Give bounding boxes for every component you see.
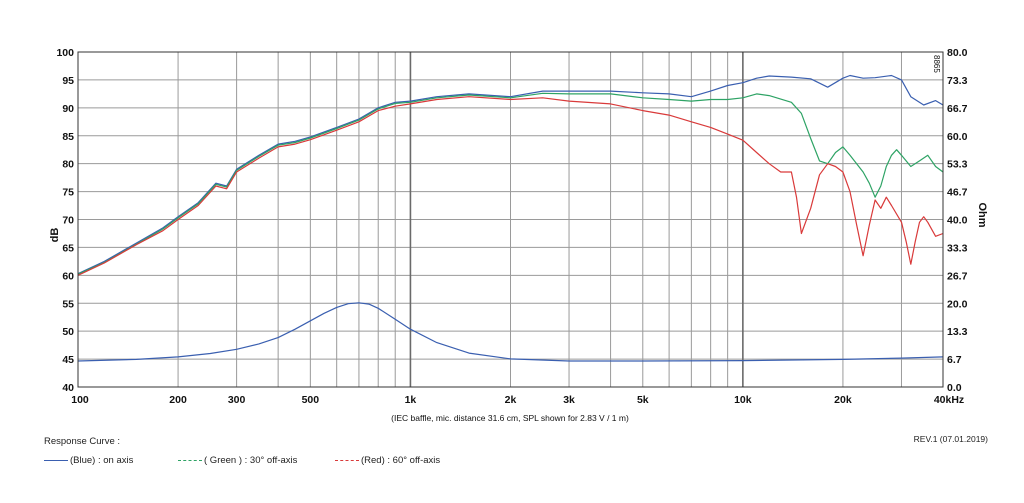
legend-label-green: ( Green ) : 30° off-axis	[204, 455, 298, 466]
x-tick-label: 3k	[563, 394, 575, 406]
legend-item-blue: (Blue) : on axis	[44, 455, 133, 466]
y-tick-label-right: 80.0	[947, 47, 968, 59]
x-tick-label: 2k	[505, 394, 517, 406]
corner-mark: 8865	[932, 55, 941, 73]
legend-label-red: (Red) : 60° off-axis	[361, 455, 441, 466]
series-line-3	[77, 302, 944, 362]
revision-label: REV.1 (07.01.2019)	[913, 434, 988, 444]
legend-swatch-blue	[44, 460, 68, 461]
legend-label-blue: (Blue) : on axis	[70, 455, 134, 466]
curves	[77, 74, 944, 362]
y-tick-label-right: 46.7	[947, 187, 968, 199]
y-tick-label-left: 100	[56, 47, 74, 59]
x-tick-label: 1k	[405, 394, 417, 406]
y-tick-label-left: 45	[62, 354, 74, 366]
x-tick-label: 10k	[734, 394, 752, 406]
y-tick-label-right: 53.3	[947, 159, 968, 171]
y-tick-label-right: 0.0	[947, 382, 962, 394]
y-tick-label-right: 6.7	[947, 354, 962, 366]
grid	[78, 52, 943, 387]
y-tick-label-left: 70	[62, 215, 74, 227]
plot-frame	[77, 51, 944, 388]
legend-item-green: ( Green ) : 30° off-axis	[178, 455, 297, 466]
y-tick-label-left: 85	[62, 131, 74, 143]
legend-swatch-red	[335, 460, 359, 461]
x-tick-label: 5k	[637, 394, 649, 406]
series-line-2	[77, 96, 944, 276]
x-tick-label: 40kHz	[934, 394, 964, 406]
y-tick-label-left: 95	[62, 75, 74, 87]
measurement-caption: (IEC baffle, mic. distance 31.6 cm, SPL …	[391, 413, 629, 423]
series-line-1	[77, 92, 944, 275]
y-tick-label-left: 55	[62, 298, 74, 310]
y-tick-label-right: 33.3	[947, 242, 968, 254]
y-tick-label-right: 73.3	[947, 75, 968, 87]
x-tick-label: 200	[169, 394, 187, 406]
x-tick-label: 300	[228, 394, 246, 406]
y-tick-label-left: 90	[62, 103, 74, 115]
y-tick-label-right: 40.0	[947, 215, 968, 227]
y-tick-label-left: 50	[62, 326, 74, 338]
x-tick-label: 100	[71, 394, 89, 406]
y-axis-label-left: dB	[49, 228, 61, 243]
ticks: 40 45 50 55 60 65 70 75 80 85 90 95 100 0.0 6.7 13.3 20.…	[56, 47, 967, 406]
y-tick-label-right: 13.3	[947, 326, 968, 338]
y-tick-label-right: 26.7	[947, 270, 968, 282]
x-tick-label: 500	[302, 394, 320, 406]
legend: Response Curve :	[44, 436, 120, 454]
legend-title: Response Curve :	[44, 436, 121, 447]
y-axis-label-right: Ohm	[976, 202, 988, 227]
legend-swatch-green	[178, 460, 202, 461]
legend-item-red: (Red) : 60° off-axis	[335, 455, 440, 466]
y-tick-label-right: 60.0	[947, 131, 968, 143]
x-tick-label: 20k	[834, 394, 852, 406]
y-tick-label-right: 20.0	[947, 298, 968, 310]
y-tick-label-left: 65	[62, 242, 74, 254]
y-tick-label-right: 66.7	[947, 103, 968, 115]
y-tick-label-left: 40	[62, 382, 74, 394]
y-tick-label-left: 80	[62, 159, 74, 171]
y-tick-label-left: 75	[62, 187, 74, 199]
y-tick-label-left: 60	[62, 270, 74, 282]
